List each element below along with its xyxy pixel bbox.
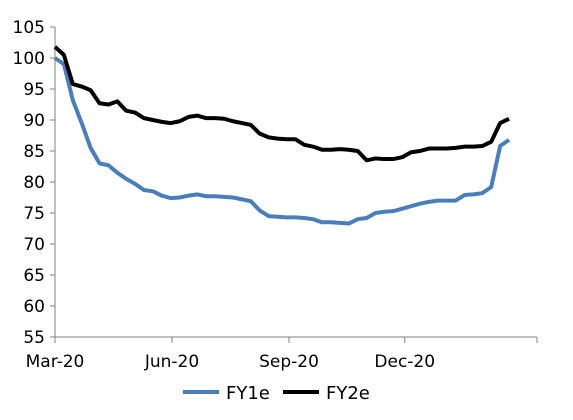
y-tick-label: 60 xyxy=(23,297,45,317)
plot-series xyxy=(53,45,511,226)
y-tick-label: 95 xyxy=(23,80,45,100)
legend: FY1e FY2e xyxy=(183,383,370,404)
y-tick-label: 80 xyxy=(23,173,45,193)
legend-label: FY1e xyxy=(226,383,270,404)
x-tick-label: Sep-20 xyxy=(259,352,319,372)
y-tick-label: 65 xyxy=(23,266,45,286)
series-fy2e xyxy=(53,45,510,163)
y-tick-label: 85 xyxy=(23,142,45,162)
series-line-fy1e xyxy=(53,56,511,226)
legend-item-fy2e: FY2e xyxy=(283,383,370,404)
legend-label: FY2e xyxy=(326,383,370,404)
y-tick-label: 90 xyxy=(23,111,45,131)
y-tick-label: 100 xyxy=(13,49,45,69)
series-line-fy2e xyxy=(53,45,510,163)
legend-item-fy1e: FY1e xyxy=(183,383,270,404)
series-fy1e xyxy=(53,56,511,226)
x-tick-label: Jun-20 xyxy=(144,352,199,372)
x-tick-label: Dec-20 xyxy=(374,352,435,372)
y-tick-label: 105 xyxy=(13,18,45,38)
y-tick-label: 70 xyxy=(23,235,45,255)
y-tick-label: 75 xyxy=(23,204,45,224)
y-tick-label: 55 xyxy=(23,328,45,348)
x-tick-label: Mar-20 xyxy=(26,352,85,372)
axes: 55 60 65 70 75 80 85 90 95 100 105 Mar-20 Jun-20 Sep-… xyxy=(13,18,538,372)
